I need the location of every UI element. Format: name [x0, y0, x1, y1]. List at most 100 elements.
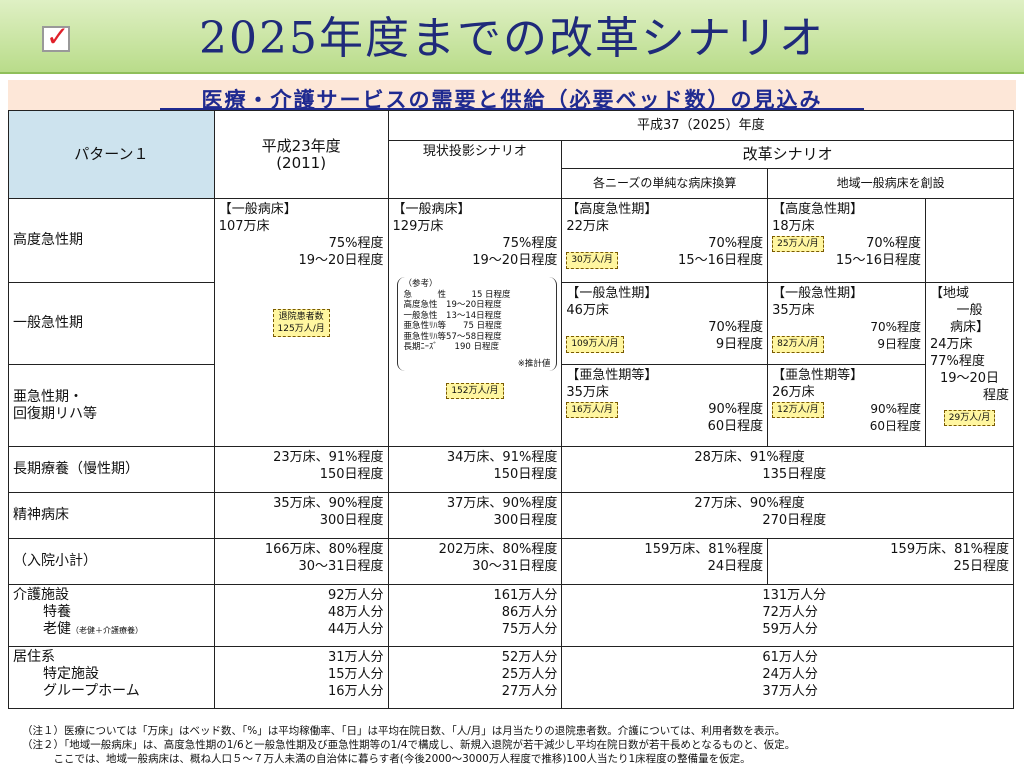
cur-shokei: 202万床、80%程度 30～31日程度 — [387, 538, 563, 585]
h23-rate: 75%程度 — [328, 236, 384, 251]
cur-choki: 34万床、91%程度 150日程度 — [387, 446, 563, 493]
reg-local-days1: 19～20日 — [939, 371, 1000, 386]
current-general-block: 【一般病床】 129万床 75%程度 19～20日程度 （参考） 急 性 15 … — [387, 198, 563, 447]
h23-shokei: 166万床、80%程度 30～31日程度 — [213, 538, 389, 585]
cur-discharge-box: 152万人/月 — [446, 383, 504, 399]
h23-choki-a: 23万床、91%程度 — [273, 450, 384, 465]
simple-kodo-rate: 70%程度 — [708, 236, 764, 251]
cur-kaigo-1: 86万人分 — [501, 605, 558, 620]
reg-local-l2: 一般 — [956, 303, 983, 318]
h23-seishin-a: 35万床、90%程度 — [273, 496, 384, 511]
subtitle-underline — [160, 108, 864, 110]
ref-line: 高度急性 19～20日程度 — [403, 300, 502, 310]
ref-kaigo-2: 59万人分 — [762, 622, 818, 637]
reg-kodo-beds: 18万床 — [772, 219, 815, 234]
reg-akyu-beds: 26万床 — [772, 385, 815, 400]
h23-kaigo: 92万人分 48万人分 44万人分 — [213, 584, 389, 647]
reg-local-l3: 病床】 — [950, 320, 990, 335]
simple-akyu-rate: 90%程度 — [708, 402, 764, 417]
ref-kaigo-0: 131万人分 — [762, 588, 827, 603]
simple-akyu-days: 60日程度 — [707, 419, 764, 434]
ref-title: （参考） — [403, 279, 438, 289]
row-group: グループホーム — [43, 683, 140, 699]
ref-choki-b: 135日程度 — [762, 467, 827, 482]
h23-shokei-a: 166万床、80%程度 — [264, 542, 384, 557]
cur-seishin: 37万床、90%程度 300日程度 — [387, 492, 563, 539]
ref-kyoju-1: 24万人分 — [762, 667, 818, 682]
cur-choki-b: 150日程度 — [493, 467, 558, 482]
ref-kyoju: 61万人分 24万人分 37万人分 — [561, 646, 1014, 709]
cur-kyoju-1: 25万人分 — [501, 667, 558, 682]
reg-local-box: 29万人/月 — [943, 410, 996, 426]
row-roken: 老健 — [43, 621, 71, 637]
ref-kyoju-0: 61万人分 — [762, 650, 818, 665]
reg-akyu-days: 60日程度 — [869, 419, 922, 433]
reg-kodo-label: 【高度急性期】 — [772, 202, 864, 217]
cur-label: 【一般病床】 — [392, 202, 471, 217]
reg-local-days2: 程度 — [982, 388, 1009, 403]
page-title: 2025年度までの改革シナリオ — [199, 13, 825, 64]
sim-shokei-b: 24日程度 — [707, 559, 764, 574]
ref-choki: 28万床、91%程度 135日程度 — [561, 446, 1014, 493]
header-pattern: パターン１ — [8, 110, 215, 199]
cur-kaigo: 161万人分 86万人分 75万人分 — [387, 584, 563, 647]
simple-kodo: 【高度急性期】 22万床 70%程度 30万人/月 15～16日程度 — [561, 198, 769, 283]
ref-line: 長期ﾆｰｽﾞ 190 日程度 — [403, 342, 499, 352]
reg-akyu-box: 12万人/月 — [772, 401, 824, 418]
ref-line: 亜急性ﾘﾊ等 75 日程度 — [403, 321, 503, 331]
note-2: （注２）「地域一般病床」は、高度急性期の1/6と一般急性期及び亜急性期等の1/4… — [22, 739, 796, 751]
header-reform: 改革シナリオ — [561, 140, 1014, 169]
h23-shokei-b: 30～31日程度 — [298, 559, 384, 574]
sim-shokei: 159万床、81%程度 24日程度 — [561, 538, 769, 585]
h23-days: 19～20日程度 — [298, 253, 384, 268]
row-kaigo: 介護施設 特養 老健（老健＋介護療養） — [8, 584, 215, 647]
cur-shokei-a: 202万床、80%程度 — [438, 542, 558, 557]
header-h23: 平成23年度 (2011) — [213, 110, 389, 199]
ref-seishin-b: 270日程度 — [762, 513, 827, 528]
simple-ippan-label: 【一般急性期】 — [566, 286, 658, 301]
reg-kodo-box: 25万人/月 — [772, 235, 824, 252]
row-kaigo-label: 介護施設 — [13, 587, 69, 603]
checkbox-icon: ✓ — [42, 20, 70, 53]
header-h37: 平成37（2025）年度 — [387, 110, 1015, 141]
simple-kodo-label: 【高度急性期】 — [566, 202, 658, 217]
reg-akyu: 【亜急性期等】 26万床 12万人/月 90%程度 60日程度 — [767, 364, 927, 447]
ref-choki-a: 28万床、91%程度 — [694, 450, 805, 465]
reg-ippan-box: 82万人/月 — [772, 336, 824, 353]
ref-seishin-a: 27万床、90%程度 — [694, 496, 805, 511]
reg-kodo-rate: 70%程度 — [866, 236, 922, 251]
reg-akyu-label: 【亜急性期等】 — [772, 368, 864, 383]
reg-kodo-empty — [925, 198, 1014, 283]
header-simple: 各ニーズの単純な病床換算 — [561, 168, 769, 199]
cur-kyoju-2: 27万人分 — [501, 684, 558, 699]
row-akyu: 亜急性期・ 回復期リハ等 — [8, 364, 215, 447]
row-ippan: 一般急性期 — [8, 282, 215, 365]
cur-kyoju-0: 52万人分 — [501, 650, 558, 665]
header-current: 現状投影シナリオ — [387, 140, 563, 199]
h23-general-block: 【一般病床】 107万床 75%程度 19～20日程度 退院患者数 125万人/… — [213, 198, 389, 447]
simple-ippan-rate: 70%程度 — [708, 320, 764, 335]
row-tokuyo: 特養 — [43, 604, 71, 620]
h23-discharge-box: 退院患者数 125万人/月 — [272, 309, 330, 337]
row-akyu-2: 回復期リハ等 — [13, 405, 97, 422]
title-banner: ✓ 2025年度までの改革シナリオ — [0, 0, 1024, 74]
ref-note: ※推計値 — [517, 358, 551, 369]
header-regional: 地域一般病床を創設 — [767, 168, 1014, 199]
row-shokei: （入院小計） — [8, 538, 215, 585]
cur-rate: 75%程度 — [502, 236, 558, 251]
row-choki: 長期療養（慢性期） — [8, 446, 215, 493]
ref-kaigo-1: 72万人分 — [762, 605, 818, 620]
cur-shokei-b: 30～31日程度 — [472, 559, 558, 574]
cur-seishin-b: 300日程度 — [493, 513, 558, 528]
note-1: （注１）医療については「万床」はベッド数、「%」は平均稼働率、「日」は平均在院日… — [22, 725, 786, 737]
row-kodo: 高度急性期 — [8, 198, 215, 283]
ref-line: 亜急性ﾘﾊ等57～58日程度 — [403, 331, 502, 342]
reg-shokei-a: 159万床、81%程度 — [890, 542, 1009, 557]
simple-kodo-beds: 22万床 — [566, 219, 609, 234]
h23-kyoju-0: 31万人分 — [327, 650, 384, 665]
row-tokutei: 特定施設 — [43, 666, 99, 682]
h23-kaigo-0: 92万人分 — [327, 588, 384, 603]
cur-days: 19～20日程度 — [472, 253, 558, 268]
reg-ippan: 【一般急性期】 35万床 70%程度 82万人/月 9日程度 — [767, 282, 927, 365]
row-seishin: 精神病床 — [8, 492, 215, 539]
